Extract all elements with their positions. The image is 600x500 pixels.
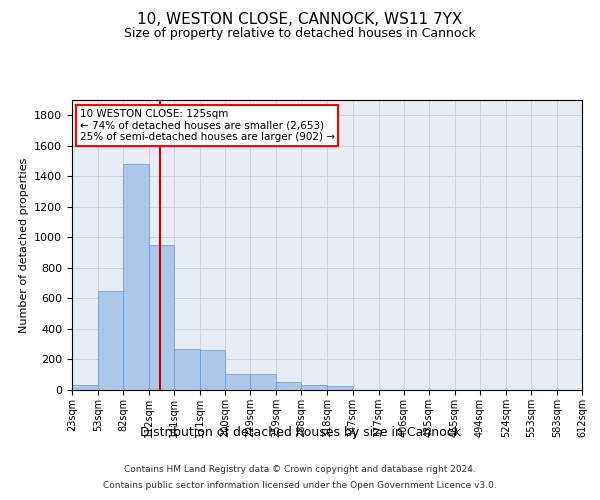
Bar bbox=[174, 349, 200, 390]
Bar bbox=[277, 382, 301, 390]
Bar bbox=[149, 245, 174, 390]
Bar bbox=[301, 386, 328, 390]
Text: 10, WESTON CLOSE, CANNOCK, WS11 7YX: 10, WESTON CLOSE, CANNOCK, WS11 7YX bbox=[137, 12, 463, 28]
Bar bbox=[72, 384, 98, 390]
Bar bbox=[250, 374, 277, 390]
Y-axis label: Number of detached properties: Number of detached properties bbox=[19, 158, 29, 332]
Bar bbox=[123, 164, 149, 390]
Bar bbox=[225, 374, 250, 390]
Text: Contains HM Land Registry data © Crown copyright and database right 2024.: Contains HM Land Registry data © Crown c… bbox=[124, 466, 476, 474]
Text: Contains public sector information licensed under the Open Government Licence v3: Contains public sector information licen… bbox=[103, 480, 497, 490]
Text: Size of property relative to detached houses in Cannock: Size of property relative to detached ho… bbox=[124, 28, 476, 40]
Bar bbox=[98, 291, 123, 390]
Bar bbox=[200, 350, 225, 390]
Bar bbox=[328, 386, 353, 390]
Text: Distribution of detached houses by size in Cannock: Distribution of detached houses by size … bbox=[139, 426, 461, 439]
Text: 10 WESTON CLOSE: 125sqm
← 74% of detached houses are smaller (2,653)
25% of semi: 10 WESTON CLOSE: 125sqm ← 74% of detache… bbox=[80, 108, 335, 142]
